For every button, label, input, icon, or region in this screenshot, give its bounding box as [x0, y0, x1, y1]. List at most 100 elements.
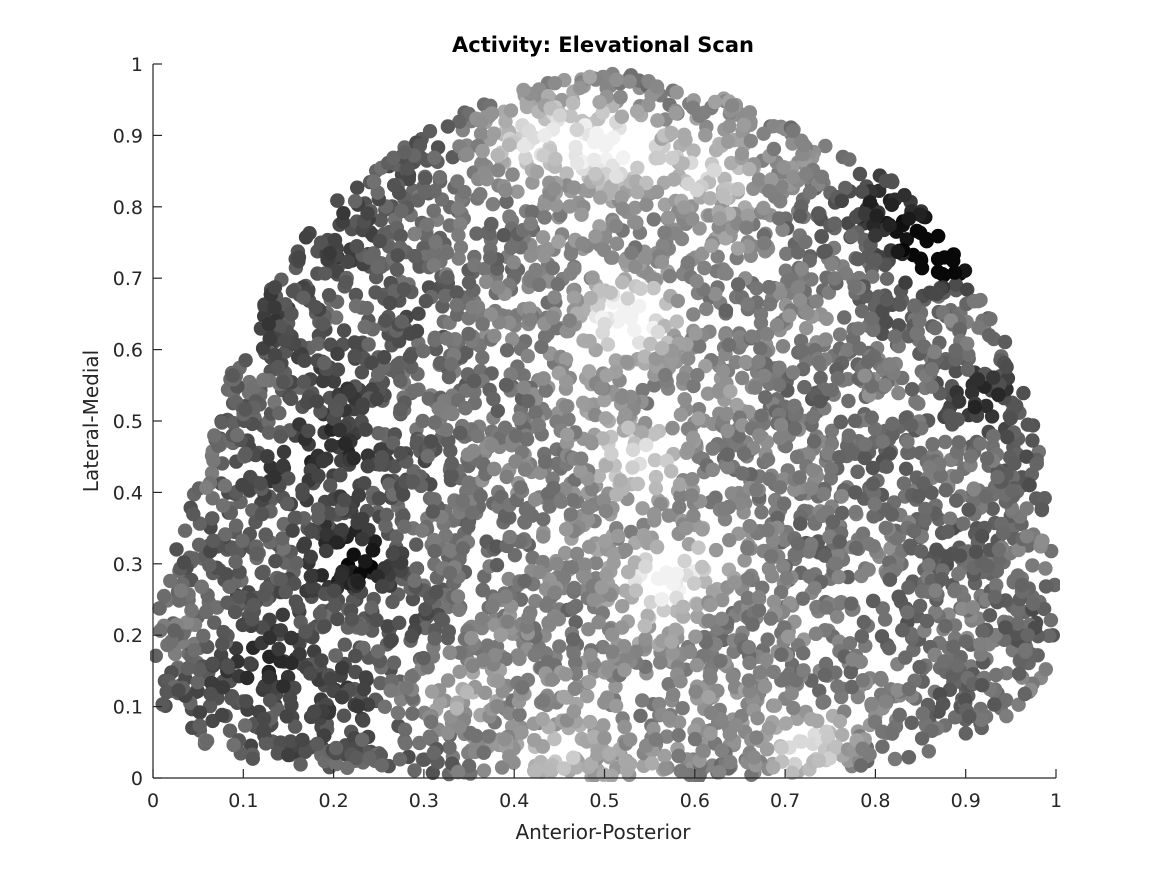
scatter-point: [898, 650, 913, 665]
scatter-point: [924, 362, 940, 377]
scatter-point: [879, 271, 895, 286]
scatter-point: [974, 678, 990, 693]
scatter-point: [583, 648, 598, 663]
scatter-point: [649, 539, 665, 555]
scatter-point: [560, 427, 575, 442]
scatter-point: [297, 353, 312, 368]
scatter-point: [506, 255, 521, 270]
scatter-point: [687, 731, 703, 747]
scatter-point: [468, 728, 484, 743]
scatter-point: [819, 311, 834, 326]
scatter-point: [319, 527, 334, 542]
scatter-point: [773, 417, 789, 433]
scatter-point: [644, 756, 660, 771]
scatter-point: [855, 673, 871, 688]
scatter-point: [542, 499, 557, 514]
scatter-point: [817, 667, 832, 683]
scatter-point: [801, 448, 816, 463]
scatter-point: [440, 673, 456, 688]
scatter-point: [917, 513, 932, 528]
scatter-point: [295, 482, 310, 497]
scatter-point: [426, 745, 442, 760]
scatter-point: [756, 200, 771, 216]
scatter-point: [350, 699, 365, 714]
scatter-point: [694, 559, 710, 575]
scatter-point: [891, 318, 906, 333]
scatter-point: [975, 624, 990, 639]
scatter-point: [190, 674, 205, 690]
scatter-point: [737, 553, 752, 568]
scatter-point: [766, 119, 781, 134]
scatter-point: [925, 437, 940, 452]
scatter-point: [559, 374, 574, 389]
scatter-point: [580, 688, 595, 704]
scatter-point: [586, 592, 601, 607]
scatter-point: [369, 391, 384, 406]
scatter-point: [476, 763, 492, 778]
scatter-point: [879, 459, 894, 474]
scatter-point: [907, 298, 922, 313]
scatter-point: [661, 508, 676, 523]
scatter-point: [215, 498, 231, 513]
scatter-point: [912, 659, 927, 675]
scatter-point: [520, 348, 535, 364]
scatter-point: [385, 435, 401, 451]
scatter-point: [812, 683, 827, 698]
scatter-point: [822, 751, 837, 766]
scatter-point: [622, 74, 637, 89]
scatter-point: [228, 554, 243, 569]
scatter-point: [439, 245, 455, 260]
scatter-point: [649, 79, 665, 94]
scatter-point: [432, 170, 448, 185]
scatter-point: [947, 265, 963, 280]
scatter-point: [1012, 666, 1027, 681]
scatter-point: [916, 476, 931, 491]
scatter-point: [814, 229, 829, 244]
scatter-point: [364, 355, 379, 370]
scatter-point: [563, 507, 579, 522]
scatter-point: [520, 394, 536, 409]
scatter-point: [311, 468, 326, 483]
scatter-point: [399, 680, 414, 695]
scatter-point: [312, 606, 328, 621]
scatter-point: [239, 670, 255, 686]
scatter-point: [673, 489, 688, 504]
scatter-point: [1003, 411, 1018, 426]
scatter-point: [309, 394, 325, 409]
scatter-point: [618, 583, 633, 598]
scatter-point: [192, 705, 208, 720]
scatter-point: [549, 556, 564, 571]
scatter-point: [566, 645, 581, 661]
scatter-point: [838, 266, 854, 281]
scatter-point: [566, 180, 582, 195]
scatter-point: [613, 89, 628, 105]
scatter-point: [966, 294, 982, 309]
scatter-point: [475, 316, 490, 332]
scatter-point: [588, 166, 603, 182]
scatter-point: [930, 264, 946, 280]
scatter-point: [808, 626, 824, 641]
scatter-point: [531, 277, 547, 292]
scatter-point: [401, 171, 416, 187]
scatter-point: [232, 590, 247, 605]
scatter-point: [912, 207, 927, 222]
scatter-point: [493, 627, 508, 643]
scatter-point: [938, 434, 953, 450]
scatter-point: [354, 365, 370, 380]
scatter-point: [875, 434, 890, 449]
scatter-point: [502, 529, 517, 545]
scatter-point: [216, 624, 231, 640]
scatter-point: [278, 584, 293, 600]
scatter-point: [262, 630, 277, 645]
scatter-point: [502, 209, 517, 224]
scatter-point: [508, 454, 523, 469]
scatter-point: [461, 275, 477, 290]
scatter-point: [316, 619, 332, 634]
scatter-point: [1019, 449, 1034, 464]
scatter-point: [273, 429, 288, 444]
scatter-point: [459, 345, 474, 360]
scatter-point: [661, 210, 676, 225]
scatter-point: [404, 628, 419, 644]
scatter-point: [485, 599, 500, 614]
scatter-point: [566, 632, 581, 647]
